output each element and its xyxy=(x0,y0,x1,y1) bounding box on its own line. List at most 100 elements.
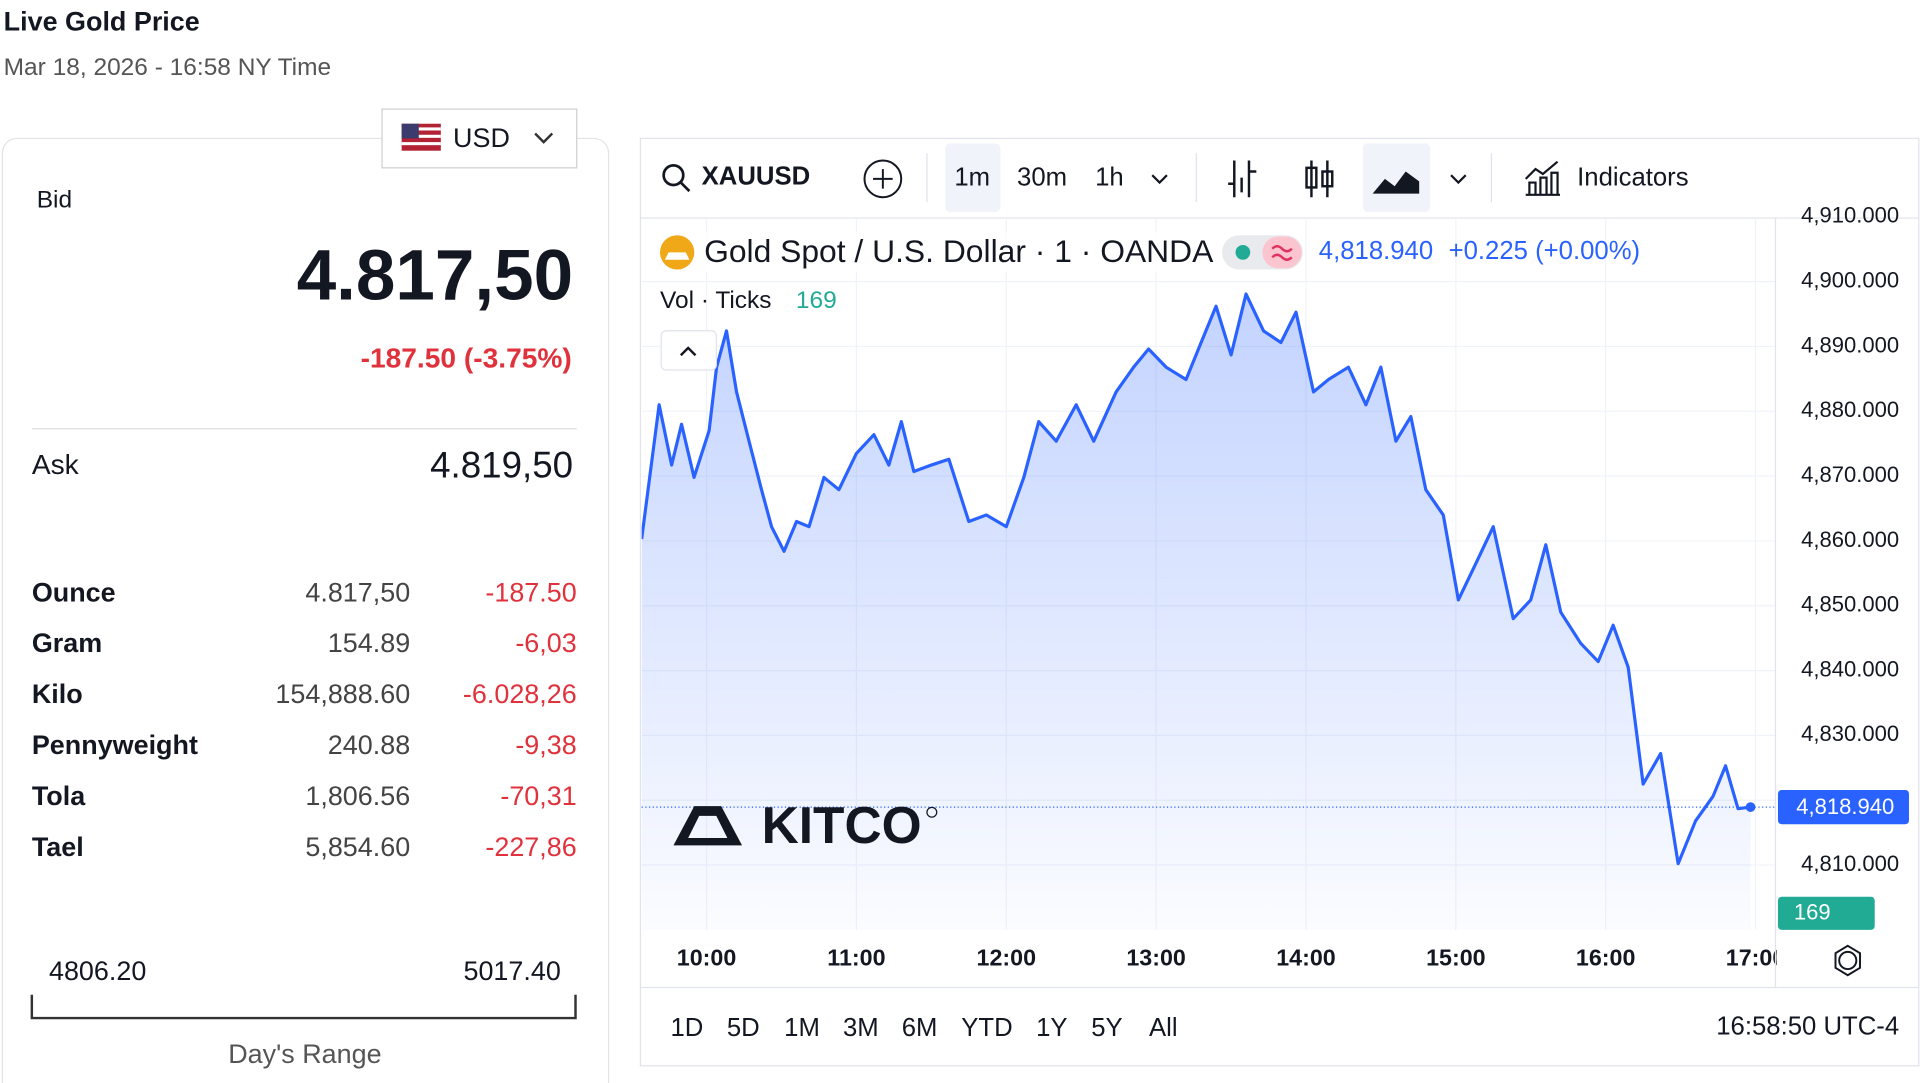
interval-button[interactable]: 1h xyxy=(1095,164,1124,192)
area-icon xyxy=(1372,171,1420,194)
interval-active xyxy=(945,143,1001,212)
unit-name: Gram xyxy=(32,628,102,658)
last-price: 4,818.940 xyxy=(1319,237,1433,265)
unit-price: 240.88 xyxy=(328,730,410,760)
y-tick-label: 4,850.000 xyxy=(1801,592,1899,617)
range-button[interactable]: 3M xyxy=(843,1014,879,1042)
unit-change: -6,03 xyxy=(515,628,576,658)
range-high: 5017.40 xyxy=(463,956,560,986)
y-tick-label: 4,900.000 xyxy=(1801,267,1899,292)
series xyxy=(641,292,1756,930)
volume-tag xyxy=(1777,896,1875,930)
range-button[interactable]: 1M xyxy=(784,1014,820,1042)
y-tick-label: 4,870.000 xyxy=(1801,462,1899,487)
flag-stripe xyxy=(401,134,441,138)
chevron xyxy=(679,346,697,357)
collapse-button[interactable] xyxy=(660,330,717,371)
unit-change: -187.50 xyxy=(485,577,576,607)
market-status xyxy=(1235,245,1251,260)
symbol-icon xyxy=(660,235,695,270)
last-price-tag xyxy=(1777,789,1909,825)
chevron[interactable] xyxy=(1151,174,1168,185)
candle xyxy=(1305,166,1318,189)
series-name: Gold Spot / U.S. Dollar · 1 · OANDA xyxy=(704,233,1214,269)
volume-value: 169 xyxy=(796,287,837,314)
candle xyxy=(1321,170,1334,188)
timestamp: Mar 18, 2026 - 16:58 NY Time xyxy=(4,54,331,81)
x-tick-label: 12:00 xyxy=(977,944,1037,970)
price-panel xyxy=(1,137,610,1083)
unit-price: 154,888.60 xyxy=(275,679,410,709)
unit-price: 4.817,50 xyxy=(305,577,410,607)
range-bracket xyxy=(30,994,577,1020)
x-tick-label: 14:00 xyxy=(1276,944,1336,970)
x-tick-label: 13:00 xyxy=(1126,944,1186,970)
unit-name: Pennyweight xyxy=(32,730,198,760)
registered-mark xyxy=(926,806,938,818)
compare-button[interactable] xyxy=(863,159,903,199)
price-change: +0.225 (+0.00%) xyxy=(1449,237,1641,265)
bars-icon[interactable] xyxy=(1228,160,1257,198)
indicators-icon[interactable] xyxy=(1524,160,1560,196)
y-tick-label: 4,840.000 xyxy=(1801,656,1899,681)
search-icon[interactable] xyxy=(662,164,685,187)
legend: Gold Spot / U.S. Dollar · 1 · OANDA 4,81… xyxy=(660,232,1641,371)
toolbar: XAUUSD 1m 30m 1h Indicators xyxy=(662,143,1689,212)
clock: 16:58:50 UTC-4 xyxy=(1716,1013,1899,1041)
last-point xyxy=(1745,802,1756,812)
unit-change: -70,31 xyxy=(500,781,576,811)
volume-tag-label: 169 xyxy=(1794,900,1831,925)
bid-change: -187.50 (-3.75%) xyxy=(361,342,572,374)
range-button[interactable]: All xyxy=(1149,1014,1178,1042)
bid-label: Bid xyxy=(37,186,72,213)
unit-name: Tola xyxy=(32,781,86,811)
plot: 4,810.0004,820.0004,830.0004,840.0004,85… xyxy=(641,203,1909,970)
x-tick-label: 15:00 xyxy=(1426,944,1486,970)
settings-icon[interactable] xyxy=(1838,950,1858,971)
x-tick-label: 16:00 xyxy=(1576,944,1636,970)
ask-price: 4.819,50 xyxy=(430,445,573,486)
unit-name: Kilo xyxy=(32,679,83,709)
indicators-button[interactable]: Indicators xyxy=(1577,164,1688,192)
currency-select[interactable]: USD xyxy=(381,108,578,169)
y-tick-label: 4,890.000 xyxy=(1801,332,1899,357)
interval-button[interactable]: 30m xyxy=(1017,164,1067,192)
price-line xyxy=(641,292,1751,866)
y-tick-label: 4,810.000 xyxy=(1801,851,1899,876)
flag-canton xyxy=(401,123,419,139)
plus-icon xyxy=(873,169,893,189)
chart-type-active[interactable] xyxy=(1362,143,1431,212)
unit-price: 1,806.56 xyxy=(305,781,410,811)
unit-table: Ounce 4.817,50 -187.50 Gram 154.89 -6,03 Kilo 1… xyxy=(32,577,577,862)
range-button[interactable]: 1Y xyxy=(1036,1014,1067,1042)
range-button[interactable]: 6M xyxy=(902,1014,938,1042)
unit-change: -9,38 xyxy=(515,730,576,760)
range-button[interactable]: 1D xyxy=(670,1014,703,1042)
range-caption: Day's Range xyxy=(228,1039,381,1069)
logo-text: KITCO xyxy=(762,796,922,854)
x-tick-label: 10:00 xyxy=(677,944,737,970)
unit-change: -227,86 xyxy=(485,832,576,862)
interval-button[interactable]: 1m xyxy=(954,164,990,192)
unit-name: Ounce xyxy=(32,577,116,607)
unit-price: 154.89 xyxy=(328,628,410,658)
ask-label: Ask xyxy=(32,448,80,480)
delay-icon xyxy=(1271,245,1293,261)
flag-stripe xyxy=(401,142,441,146)
last-price-label: 4,818.940 xyxy=(1796,794,1894,819)
range-button[interactable]: 5Y xyxy=(1091,1014,1122,1042)
unit-name: Tael xyxy=(32,832,84,862)
range-button[interactable]: 5D xyxy=(727,1014,760,1042)
unit-price: 5,854.60 xyxy=(305,832,410,862)
bid-price: 4.817,50 xyxy=(297,236,573,315)
symbol[interactable]: XAUUSD xyxy=(702,162,811,190)
unit-change: -6.028,26 xyxy=(463,679,577,709)
legend-bg xyxy=(660,232,1212,272)
symbol-icon-bars xyxy=(664,252,690,260)
chevron[interactable] xyxy=(1450,174,1467,185)
range-button[interactable]: YTD xyxy=(961,1014,1012,1042)
settings-icon xyxy=(1834,944,1861,977)
range-buttons: 1D 5D 1M 3M 6M YTD 1Y 5Y All xyxy=(670,1014,1177,1042)
y-tick-label: 4,830.000 xyxy=(1801,721,1899,746)
